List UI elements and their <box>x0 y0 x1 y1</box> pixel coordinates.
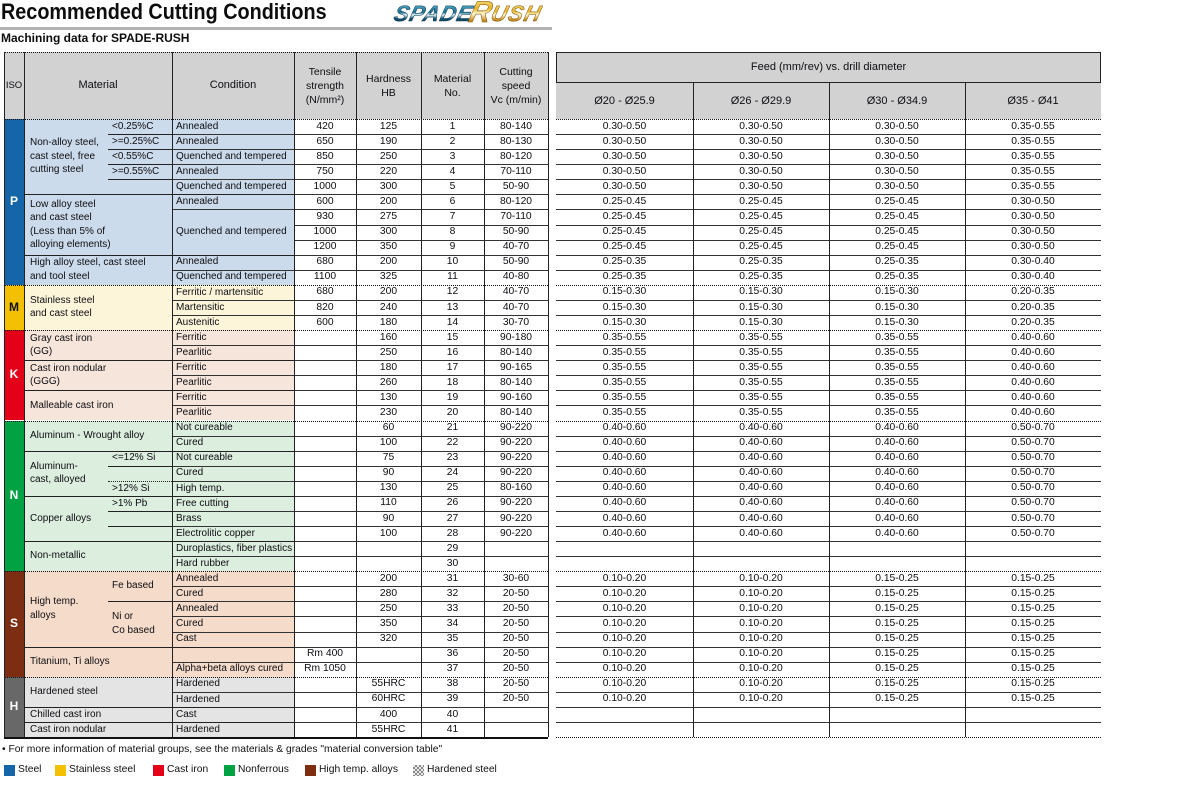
svg-text:SPADE: SPADE <box>392 1 477 26</box>
svg-text:USH: USH <box>489 1 545 26</box>
